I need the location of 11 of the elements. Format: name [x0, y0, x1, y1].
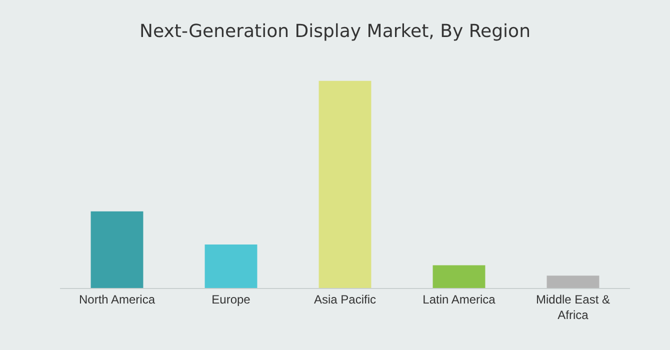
x-tick-label: Asia Pacific [314, 292, 376, 306]
chart-title: Next-Generation Display Market, By Region [140, 21, 530, 42]
x-tick-label: Latin America [422, 292, 496, 306]
bar [318, 80, 372, 288]
bar [90, 211, 144, 288]
x-tick-label: North America [78, 292, 156, 306]
bar [204, 244, 258, 288]
bar [546, 276, 600, 288]
x-tick-label: Europe [212, 292, 251, 306]
x-tick-label: Middle East & Africa [536, 292, 610, 322]
bar [432, 265, 486, 288]
